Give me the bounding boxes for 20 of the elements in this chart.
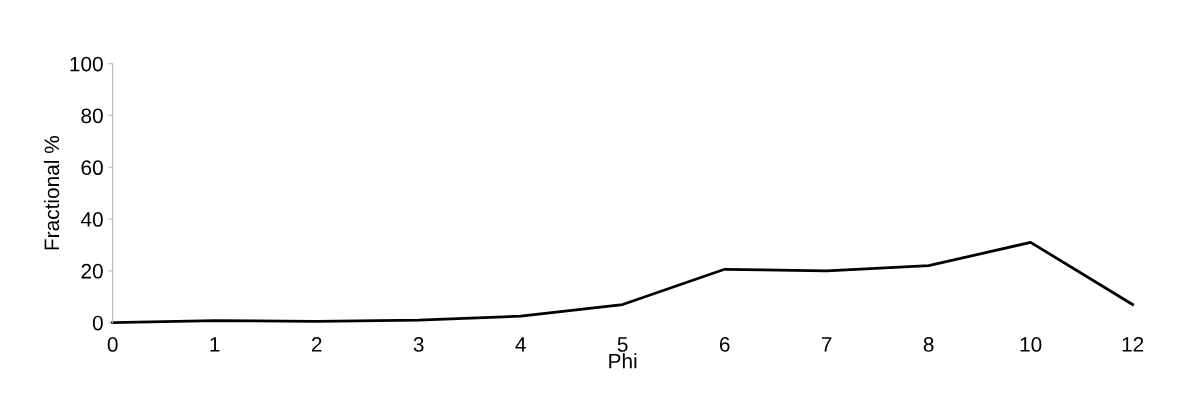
x-tick-label: 8 xyxy=(923,337,934,352)
y-tick-label: 40 xyxy=(80,212,103,227)
x-tick-label: 6 xyxy=(719,337,730,352)
y-tick-label: 20 xyxy=(81,263,103,279)
x-tick-label: 2 xyxy=(311,337,322,352)
y-axis-title: Fractional % xyxy=(43,136,60,250)
x-tick-label: 12 xyxy=(1122,337,1144,352)
y-tick-label: 60 xyxy=(81,160,103,176)
x-tick-label: 10 xyxy=(1020,337,1042,352)
x-tick-label: 3 xyxy=(413,337,424,352)
y-tick-label: 100 xyxy=(70,56,103,72)
x-tick-label: 1 xyxy=(210,337,220,352)
y-tick-label: 0 xyxy=(92,315,103,331)
x-tick-label: 0 xyxy=(107,337,118,352)
x-tick-label: 5 xyxy=(617,337,628,352)
line-series xyxy=(111,240,1135,325)
x-tick-label: 7 xyxy=(821,337,832,352)
y-tick-label: 80 xyxy=(81,108,103,124)
x-tick-label: 4 xyxy=(515,337,526,352)
x-axis-title: Phi xyxy=(609,353,637,369)
